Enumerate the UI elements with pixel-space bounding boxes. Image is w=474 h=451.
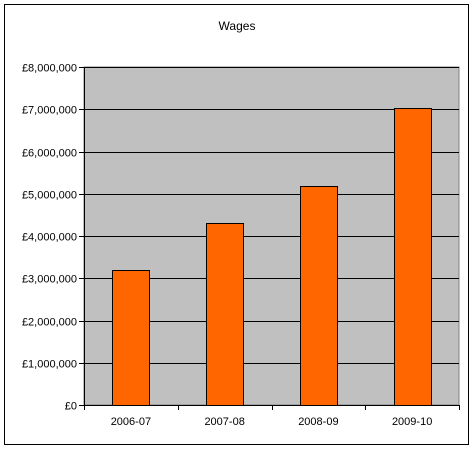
- bar-2006-07: [112, 270, 150, 406]
- bar-2007-08: [206, 223, 244, 406]
- y-tick-label: £1,000,000: [22, 359, 77, 371]
- x-tick-label: 2009-10: [392, 416, 432, 428]
- axes: [79, 67, 460, 410]
- x-tick-label: 2006-07: [111, 416, 151, 428]
- y-tick-label: £7,000,000: [22, 105, 77, 117]
- y-tick-label: £5,000,000: [22, 190, 77, 202]
- y-axis-tick-labels: £0 £1,000,000 £2,000,000 £3,000,000 £4,000,0…: [22, 63, 77, 413]
- x-tick-label: 2008-09: [298, 416, 338, 428]
- bar-2009-10: [394, 108, 432, 406]
- y-tick-label: £6,000,000: [22, 148, 77, 160]
- bars: [112, 108, 432, 406]
- bar-2008-09: [300, 186, 338, 406]
- chart-title: Wages: [219, 19, 256, 33]
- y-tick-label: £0: [65, 401, 77, 413]
- y-tick-label: £4,000,000: [22, 232, 77, 244]
- x-axis-tick-labels: 2006-07 2007-08 2008-09 2009-10: [111, 416, 433, 428]
- x-tick-label: 2007-08: [204, 416, 244, 428]
- y-tick-label: £3,000,000: [22, 274, 77, 286]
- y-tick-label: £8,000,000: [22, 63, 77, 75]
- y-tick-label: £2,000,000: [22, 317, 77, 329]
